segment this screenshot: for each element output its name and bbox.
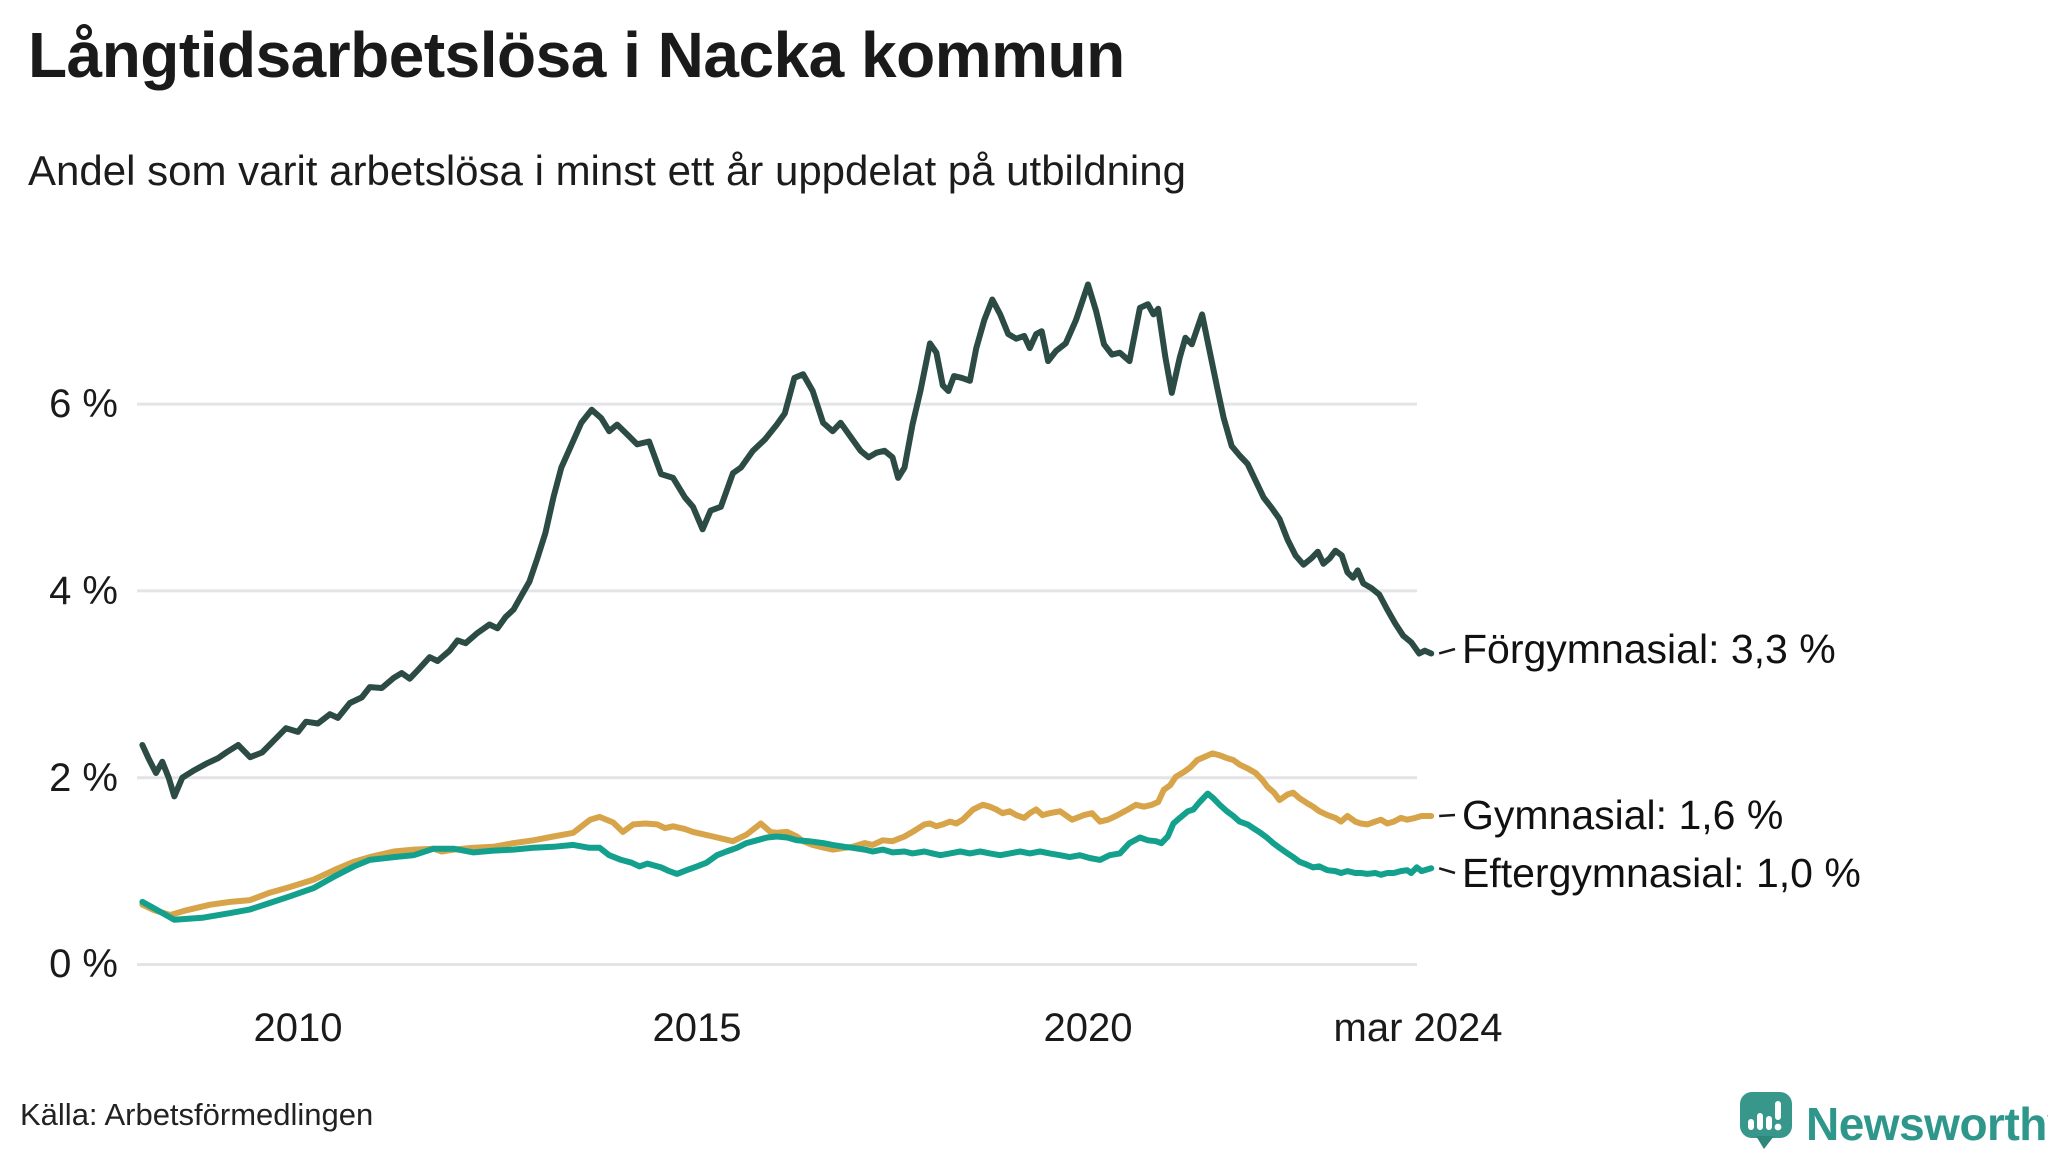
x-axis-tick-2020: 2020 bbox=[1043, 1006, 1133, 1050]
series-line-eftergymnasial bbox=[139, 790, 1435, 923]
y-axis-tick-2: 2 % bbox=[49, 756, 118, 800]
series-end-label-eftergymnasial: Eftergymnasial: 1,0 % bbox=[1462, 850, 1861, 896]
label-connector-eftergymnasial bbox=[1438, 867, 1456, 875]
series-end-label-gymnasial: Gymnasial: 1,6 % bbox=[1462, 792, 1784, 838]
chart-subtitle: Andel som varit arbetslösa i minst ett å… bbox=[28, 147, 1186, 194]
source-credit: Källa: Arbetsförmedlingen bbox=[20, 1097, 374, 1132]
series-line-gymnasial bbox=[139, 750, 1435, 918]
x-axis-tick-2010: 2010 bbox=[253, 1006, 343, 1050]
page-title: Långtidsarbetslösa i Nacka kommun bbox=[28, 19, 1125, 91]
y-axis-tick-4: 4 % bbox=[49, 569, 118, 613]
y-axis-tick-0: 0 % bbox=[49, 942, 118, 986]
label-connector-forgymnasial bbox=[1438, 647, 1456, 655]
x-axis-tick-2015: 2015 bbox=[652, 1006, 742, 1050]
series-end-label-forgymnasial: Förgymnasial: 3,3 % bbox=[1462, 626, 1836, 672]
label-connector-gymnasial bbox=[1439, 813, 1456, 818]
newsworthy-logo: Newsworthy bbox=[1740, 1092, 2048, 1152]
y-axis-tick-6: 6 % bbox=[49, 382, 118, 426]
x-axis-tick-mar-2024: mar 2024 bbox=[1333, 1006, 1503, 1050]
newsworthy-wordmark: Newsworthy bbox=[1806, 1097, 2048, 1150]
series-line-forgymnasial bbox=[139, 281, 1435, 800]
newsworthy-speech-bubble-barchart-icon bbox=[1740, 1092, 1792, 1152]
